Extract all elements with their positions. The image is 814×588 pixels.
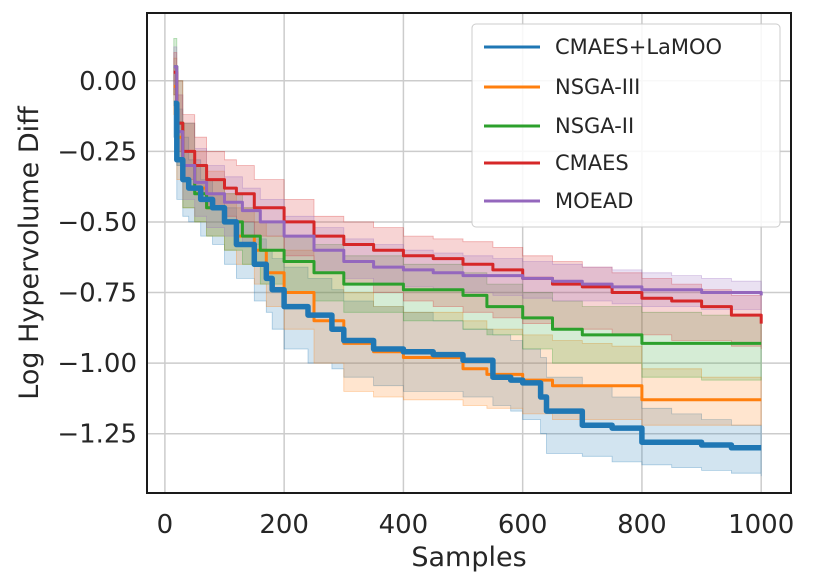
- y-tick-label: 0.00: [79, 67, 137, 97]
- legend-label-nsga-ii: NSGA-II: [555, 114, 634, 138]
- legend-box: [471, 23, 781, 228]
- legend-label-moead: MOEAD: [555, 189, 633, 213]
- band-cmaes-lamoo: [173, 66, 762, 477]
- x-tick-label: 800: [617, 510, 667, 540]
- legend-label-cmaes-lamoo: CMAES+LaMOO: [555, 35, 722, 59]
- plot-frame: [146, 12, 792, 494]
- series-lines: [173, 65, 763, 451]
- line-cmaes: [173, 70, 763, 324]
- y-tick-label: −1.00: [57, 349, 137, 379]
- y-tick-label: −0.50: [57, 208, 137, 238]
- band-nsga-iii: [173, 57, 762, 426]
- legend-label-cmaes: CMAES: [555, 151, 629, 175]
- line-nsga-ii: [173, 65, 762, 345]
- x-tick-label: 400: [379, 510, 429, 540]
- legend-label-nsga-iii: NSGA-III: [555, 75, 640, 99]
- x-tick-label: 0: [157, 510, 174, 540]
- band-cmaes: [173, 52, 762, 349]
- line-cmaes-lamoo: [173, 100, 762, 451]
- x-tick-label: 200: [259, 510, 309, 540]
- y-tick-label: −0.75: [57, 279, 137, 309]
- y-axis-label: Log Hypervolume Diff: [14, 105, 45, 400]
- x-tick-label: 1000: [728, 510, 794, 540]
- legend: CMAES+LaMOO NSGA-III NSGA-II CMAES MOEAD: [471, 23, 781, 228]
- tick-labels: 0 200 400 600 800 1000 0.00 −0.25 −0.50 −0.75 −1.0…: [57, 67, 794, 540]
- x-tick-label: 600: [498, 510, 548, 540]
- x-axis-label: Samples: [411, 542, 526, 573]
- y-tick-label: −1.25: [57, 420, 137, 450]
- y-tick-label: −0.25: [57, 137, 137, 167]
- line-moead: [173, 65, 763, 296]
